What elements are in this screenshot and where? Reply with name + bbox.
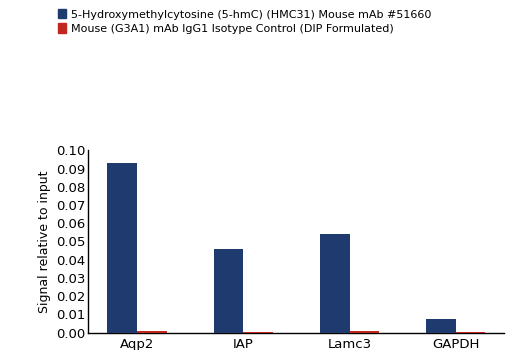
- Bar: [349, 331, 379, 332]
- Bar: [214, 249, 243, 332]
- Bar: [426, 319, 456, 332]
- Y-axis label: Signal relative to input: Signal relative to input: [37, 170, 50, 313]
- Bar: [137, 331, 167, 332]
- Bar: [320, 234, 349, 332]
- Bar: [107, 163, 137, 332]
- Legend: 5-Hydroxymethylcytosine (5-hmC) (HMC31) Mouse mAb #51660, Mouse (G3A1) mAb IgG1 : 5-Hydroxymethylcytosine (5-hmC) (HMC31) …: [58, 9, 431, 34]
